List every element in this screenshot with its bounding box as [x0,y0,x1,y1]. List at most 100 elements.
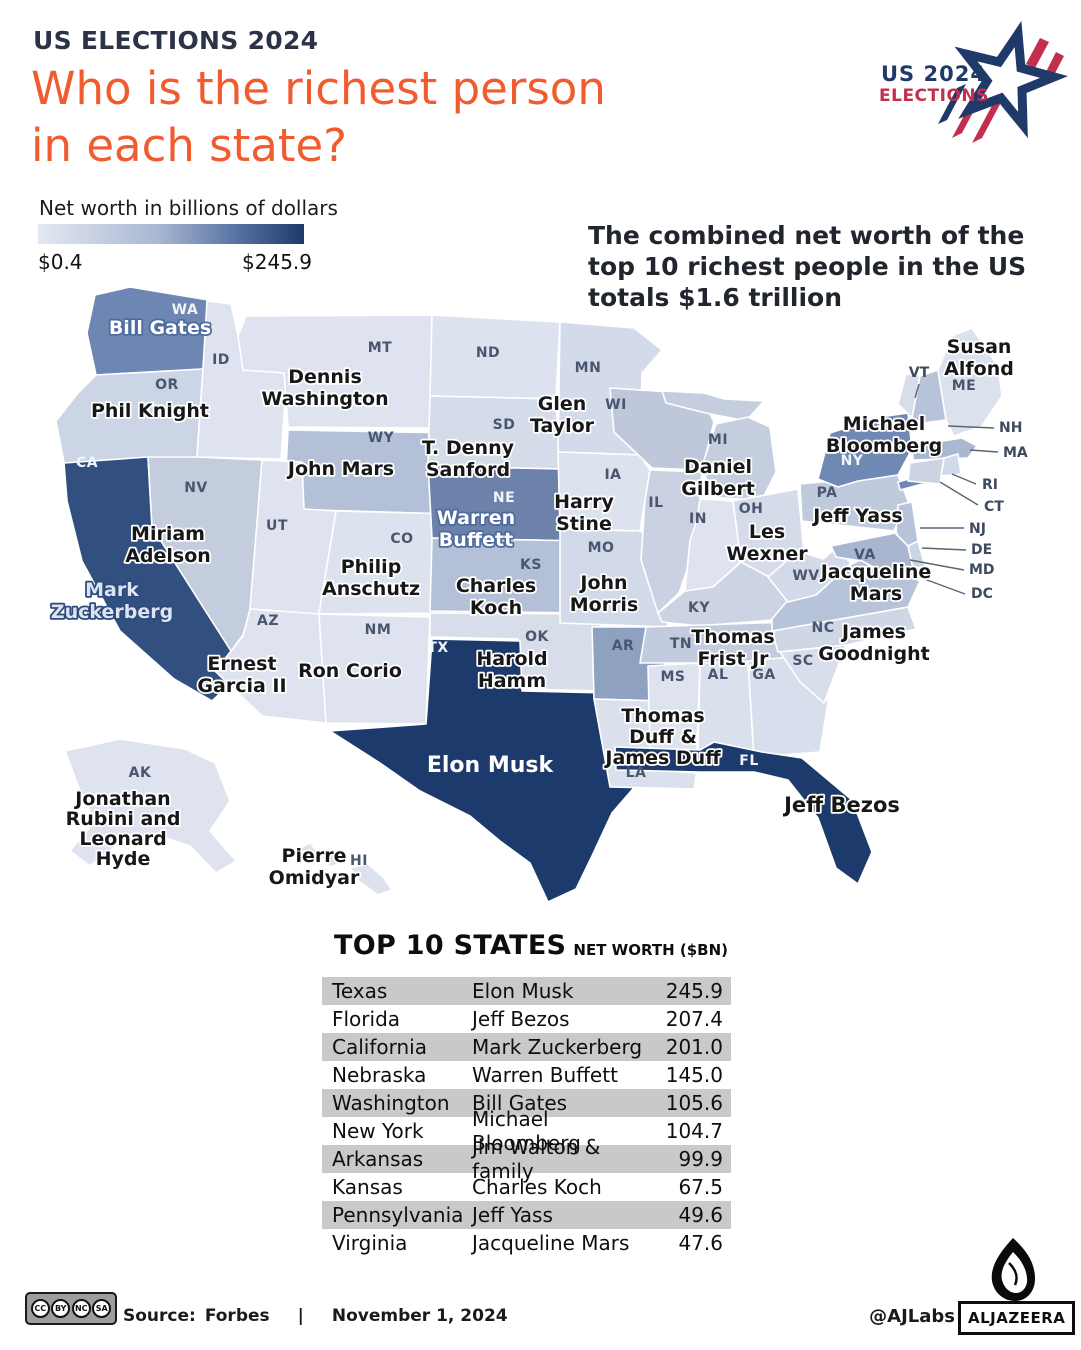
state-il [640,469,703,614]
state-ky-abbr: KY [688,600,710,616]
cell-state: Texas [332,979,388,1003]
cell-person: Jeff Bezos [472,1007,570,1031]
state-ca-richest-person: Mark [85,579,139,601]
state-ak-richest-person: Jonathan [73,788,170,810]
cell-value: 104.7 [665,1119,723,1143]
state-sd-richest-person: Sanford [426,459,510,481]
publish-date: November 1, 2024 [331,1306,508,1326]
state-co-richest-person: Philip [341,556,402,578]
state-ks-richest-person: Charles [456,575,536,597]
cc-by-icon: BY [51,1299,71,1318]
table-value-header: NET WORTH ($BN) [573,941,728,959]
logo-stripe-navy [938,84,966,124]
aljazeera-wordmark: ALJAZEERA [958,1301,1076,1335]
aljazeera-flame-logo [991,1238,1035,1301]
state-oh-richest-person: Wexner [726,543,808,565]
state-me-richest-person: Alfond [944,358,1014,380]
cell-value: 67.5 [678,1175,723,1199]
cell-state: California [332,1035,427,1059]
cell-value: 207.4 [665,1007,723,1031]
state-ca-abbr: CA [76,455,98,471]
table-row: Nebraska Warren Buffett 145.0 [322,1061,731,1089]
creative-commons-badge: CC BY NC SA [25,1292,117,1325]
cell-person: Warren Buffett [472,1063,618,1087]
source-name: Forbes [204,1306,270,1326]
combined-networth-callout: The combined net worth of the top 10 ric… [588,220,1026,313]
state-ri-abbr: RI [982,477,998,493]
state-fl-abbr: FL [739,753,758,769]
state-mi-richest-person: Gilbert [681,478,755,500]
cell-state: Washington [332,1091,450,1115]
state-ne-richest-person: Warren [437,507,515,529]
state-pa-abbr: PA [817,485,838,501]
table-row: Kansas Charles Koch 67.5 [322,1173,731,1201]
state-tx-abbr: TX [427,640,448,656]
cell-value: 201.0 [665,1035,723,1059]
state-ct [907,457,945,485]
cc-nc-icon: NC [71,1299,91,1318]
state-ar-abbr: AR [612,638,635,654]
state-in-abbr: IN [689,511,707,527]
state-mi-richest-person: Daniel [684,456,752,478]
state-fl-richest-person: Jeff Bezos [782,793,900,817]
cell-person: Charles Koch [472,1175,602,1199]
callout-line-ri [951,473,977,485]
state-az-richest-person: Garcia II [197,675,286,697]
table-row: California Mark Zuckerberg 201.0 [322,1033,731,1061]
state-ks-richest-person: Koch [470,597,522,619]
state-mt-richest-person: Washington [261,388,388,410]
cell-value: 145.0 [665,1063,723,1087]
state-wa-abbr: WA [172,302,199,318]
state-ne-richest-person: Buffett [439,529,513,551]
source-line: Source: Forbes | November 1, 2024 [123,1306,508,1326]
state-pa-richest-person: Jeff Yass [811,505,902,527]
cell-state: Pennsylvania [332,1203,464,1227]
state-ne-abbr: NE [493,490,515,506]
state-tn-abbr: TN [670,636,692,652]
state-mt-richest-person: Dennis [288,366,362,388]
kicker: US ELECTIONS 2024 [33,26,319,55]
state-va-richest-person: Mars [850,583,902,605]
source-label: Source: [123,1306,196,1326]
state-mt [237,314,433,429]
logo-text-us2024: US 2024 [881,62,986,86]
state-ia-abbr: IA [604,467,621,483]
state-nm-abbr: NM [365,622,392,638]
state-me-abbr: ME [952,378,977,394]
page-title-line2: in each state? [31,119,348,172]
logo-text-elections: ELECTIONS [879,86,989,106]
logo-star-icon [954,21,1069,139]
state-wa-richest-person: Bill Gates [109,317,211,339]
state-wi-abbr: WI [605,397,627,413]
legend-min-value: $0.4 [38,250,83,274]
cell-value: 245.9 [665,979,723,1003]
state-ks-abbr: KS [520,557,542,573]
state-nh [911,369,947,425]
cell-value: 99.9 [678,1147,723,1171]
state-hi-richest-person: Omidyar [269,867,360,889]
state-tn-richest-person: Frist Jr [697,648,769,670]
state-ia-richest-person: Stine [556,513,612,535]
state-nm-richest-person: Ron Corio [298,660,402,682]
callout-line-vt [914,383,920,399]
state-mo-richest-person: John [578,572,627,594]
state-ak-richest-person: Leonard [79,828,166,850]
state-mi-abbr: MI [708,432,728,448]
page-title-line1: Who is the richest person [31,62,606,115]
state-hi-richest-person: Pierre [282,845,347,867]
logo-stripe-red [972,95,1005,143]
state-nh-abbr: NH [999,420,1022,436]
state-nv-abbr: NV [184,480,208,496]
state-nc-richest-person: James [840,621,906,643]
cc-sa-icon: SA [92,1299,112,1318]
state-hi [349,863,393,896]
state-nc-abbr: NC [812,620,835,636]
legend-label: Net worth in billions of dollars [39,196,338,220]
state-co-richest-person: Anschutz [322,578,420,600]
top10-table: Texas Elon Musk 245.9 Florida Jeff Bezos 207.… [322,977,731,1257]
state-ri [940,453,962,477]
state-va-richest-person: Jacqueline [819,561,932,583]
callout-line-de [921,547,967,551]
cell-value: 105.6 [665,1091,723,1115]
